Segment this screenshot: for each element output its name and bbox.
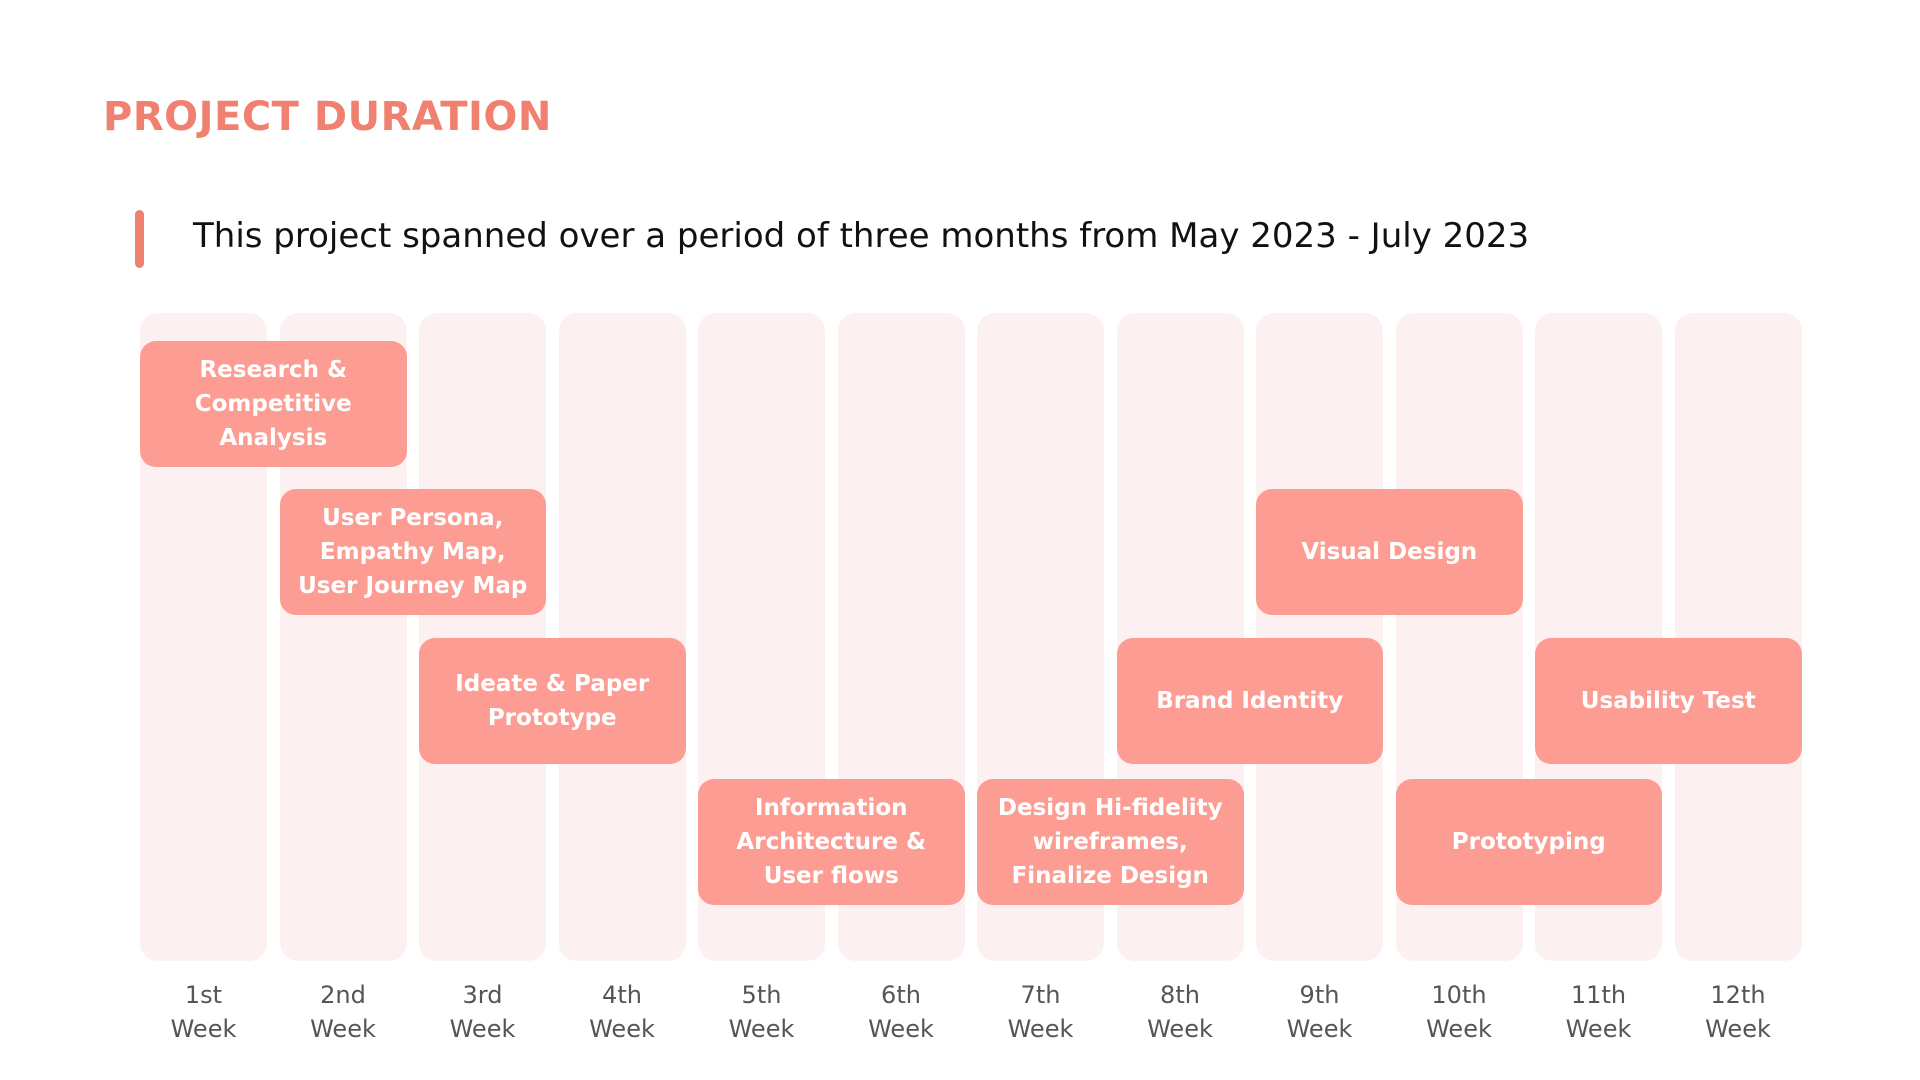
week-unit: Week [1286,1015,1353,1043]
week-number: 11th [1570,981,1627,1009]
week-number: 10th [1431,981,1487,1009]
week-label: 11th Week [1535,978,1662,1046]
week-number: 8th [1160,981,1200,1009]
task-label: Usability Test [1580,688,1756,714]
usability-test-task: Usability Test [1535,638,1802,764]
week-label: 9th Week [1256,978,1383,1046]
task-label: Brand Identity [1156,688,1344,714]
week-number: 9th [1299,981,1340,1009]
week-unit: Week [728,1015,795,1043]
hi-fi-wireframes-task: Design Hi-fidelity wireframes, Finalize … [977,779,1244,905]
prototyping-task: Prototyping [1395,779,1662,905]
week-label: 2nd Week [280,978,407,1046]
week-label: 4th Week [559,978,686,1046]
week-unit: Week [1565,1015,1632,1043]
week-number: 7th [1020,981,1061,1009]
week-label: 12th Week [1675,978,1802,1046]
week-number: 4th [602,981,642,1009]
week-label: 8th Week [1117,978,1244,1046]
week-unit: Week [1007,1015,1074,1043]
task-label: User Persona, Empathy Map, User Journey … [298,505,528,599]
week-column [419,313,546,961]
information-architecture-task: Information Architecture & User flows [698,779,965,905]
week-number: 6th [881,981,921,1009]
ideate-task: Ideate & Paper Prototype [419,638,686,764]
research-task: Research & Competitive Analysis [140,341,407,467]
week-unit: Week [170,1015,237,1043]
week-label: 7th Week [977,978,1104,1046]
week-unit: Week [589,1015,655,1043]
week-number: 2nd [320,981,366,1009]
week-number: 3rd [462,981,503,1009]
week-number: 1st [184,981,223,1009]
page-title: PROJECT DURATION [103,94,552,140]
user-persona-task: User Persona, Empathy Map, User Journey … [279,489,546,615]
week-unit: Week [1426,1015,1492,1043]
week-label: 6th Week [838,978,965,1046]
visual-design-task: Visual Design [1256,489,1523,615]
week-unit: Week [449,1015,516,1043]
task-label: Prototyping [1451,829,1606,855]
task-label: Visual Design [1301,539,1478,565]
week-number: 12th [1710,981,1766,1009]
accent-bar [135,210,144,268]
week-unit: Week [868,1015,934,1043]
week-label: 1st Week [140,978,267,1046]
week-number: 5th [741,981,782,1009]
week-column [1674,313,1802,961]
task-label: Ideate & Paper Prototype [455,671,650,731]
task-label: Information Architecture & User flows [736,795,927,889]
task-label: Research & Competitive Analysis [194,357,352,451]
week-label: 3rd Week [419,978,546,1046]
task-label: Design Hi-fidelity wireframes, Finalize … [997,795,1223,889]
week-unit: Week [310,1015,376,1043]
week-label: 10th Week [1396,978,1523,1046]
week-column [1256,313,1383,961]
week-column [558,313,686,961]
page-subtitle: This project spanned over a period of th… [193,216,1530,256]
brand-identity-task: Brand Identity [1116,638,1383,764]
week-label: 5th Week [698,978,825,1046]
week-unit: Week [1705,1015,1771,1043]
week-unit: Week [1147,1015,1213,1043]
